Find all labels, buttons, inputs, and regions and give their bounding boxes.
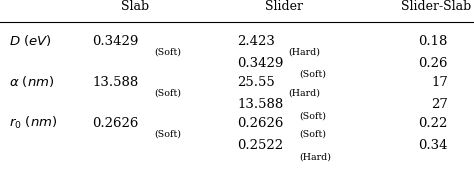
Text: (Soft): (Soft) — [299, 130, 326, 139]
Text: $D$ $(eV)$: $D$ $(eV)$ — [9, 33, 52, 48]
Text: (Soft): (Soft) — [299, 111, 326, 120]
Text: 2.423: 2.423 — [237, 35, 275, 48]
Text: Slab: Slab — [121, 0, 149, 13]
Text: (Soft): (Soft) — [299, 70, 326, 79]
Text: 0.2626: 0.2626 — [92, 117, 139, 130]
Text: (Soft): (Soft) — [155, 130, 182, 139]
Text: 27: 27 — [431, 98, 448, 111]
Text: 13.588: 13.588 — [237, 98, 283, 111]
Text: $\alpha$ $(nm)$: $\alpha$ $(nm)$ — [9, 74, 55, 89]
Text: 0.2626: 0.2626 — [237, 117, 283, 130]
Text: 0.2522: 0.2522 — [237, 139, 283, 153]
Text: (Soft): (Soft) — [155, 48, 182, 57]
Text: 17: 17 — [431, 76, 448, 89]
Text: (Hard): (Hard) — [299, 152, 331, 161]
Text: 0.3429: 0.3429 — [237, 57, 283, 70]
Text: (Hard): (Hard) — [288, 48, 320, 57]
Text: $r_0$ $(nm)$: $r_0$ $(nm)$ — [9, 115, 58, 131]
Text: 13.588: 13.588 — [92, 76, 139, 89]
Text: 0.22: 0.22 — [419, 117, 448, 130]
Text: 0.34: 0.34 — [419, 139, 448, 153]
Text: (Soft): (Soft) — [155, 89, 182, 98]
Text: Slider: Slider — [265, 0, 303, 13]
Text: (Hard): (Hard) — [288, 89, 320, 98]
Text: 25.55: 25.55 — [237, 76, 275, 89]
Text: 0.3429: 0.3429 — [92, 35, 139, 48]
Text: 0.18: 0.18 — [419, 35, 448, 48]
Text: Slider-Slab: Slider-Slab — [401, 0, 471, 13]
Text: 0.26: 0.26 — [419, 57, 448, 70]
